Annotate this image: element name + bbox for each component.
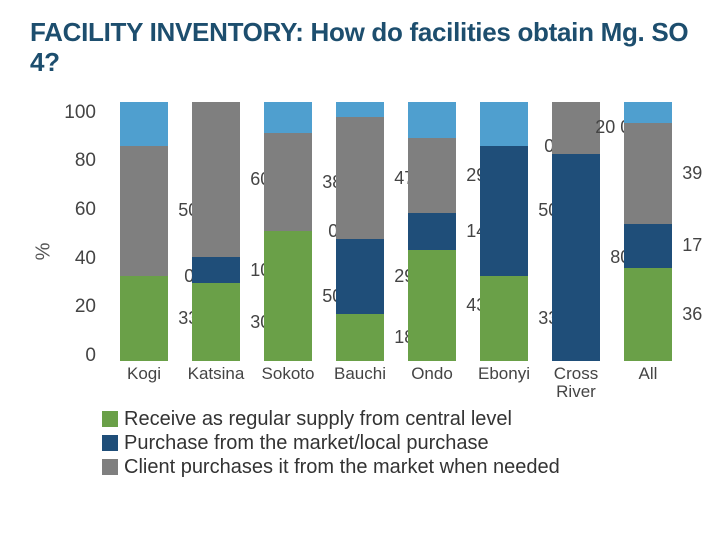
- x-tick: Katsina: [180, 365, 252, 402]
- bar: 431429: [408, 102, 457, 361]
- bar: 33050: [120, 102, 169, 361]
- bar-segment-purchase: 14: [408, 213, 457, 249]
- bar: 8020 0: [552, 102, 601, 361]
- y-tick: 40: [58, 248, 96, 270]
- bar-segment-receive: 33: [120, 276, 169, 362]
- legend-item: Client purchases it from the market when…: [102, 456, 690, 479]
- y-axis-label-wrap: %: [30, 102, 58, 402]
- bar: 182947: [336, 102, 385, 361]
- bar-column: 182947: [324, 102, 396, 361]
- bar-column: 301060: [180, 102, 252, 361]
- bar-segment-gap: [480, 102, 529, 146]
- bar-segment-client: 38: [264, 133, 313, 232]
- bars-area: 3305030106050038182947431429335008020 03…: [102, 102, 690, 361]
- bar: 33500: [480, 102, 529, 361]
- x-axis: KogiKatsinaSokotoBauchiOndoEbonyiCrossRi…: [102, 361, 690, 402]
- bar-segment-client: 60: [192, 102, 241, 258]
- bar-segment-receive: 50: [264, 231, 313, 361]
- x-tick: All: [612, 365, 684, 402]
- bar-segment-purchase: 29: [336, 239, 385, 314]
- legend-item: Receive as regular supply from central l…: [102, 408, 690, 431]
- bar: 50038: [264, 102, 313, 361]
- bar-column: 8020 0: [540, 102, 612, 361]
- legend-swatch: [102, 411, 118, 427]
- bar-segment-purchase: 50: [480, 146, 529, 276]
- legend-label: Client purchases it from the market when…: [124, 456, 560, 479]
- bar-segment-receive: 30: [192, 283, 241, 361]
- plot-area: 3305030106050038182947431429335008020 03…: [102, 102, 690, 402]
- legend-item: Purchase from the market/local purchase: [102, 432, 690, 455]
- bar-segment-purchase: 80: [552, 154, 601, 361]
- bar-segment-client: 20 0: [552, 102, 601, 154]
- bar-value-label: 39: [682, 163, 702, 184]
- bar-segment-receive: 18: [336, 314, 385, 361]
- y-tick: 60: [58, 199, 96, 221]
- page-title: FACILITY INVENTORY: How do facilities ob…: [30, 18, 690, 78]
- x-tick: Ondo: [396, 365, 468, 402]
- bar-value-label: 17: [682, 235, 702, 256]
- chart: % 100806040200 3305030106050038182947431…: [30, 102, 690, 402]
- bar-column: 50038: [252, 102, 324, 361]
- legend-swatch: [102, 459, 118, 475]
- bar-column: 33500: [468, 102, 540, 361]
- bar-segment-receive: 43: [408, 250, 457, 361]
- bar-column: 361739: [612, 102, 684, 361]
- y-tick: 0: [58, 345, 96, 367]
- y-tick: 20: [58, 296, 96, 318]
- bar-segment-gap: [264, 102, 313, 133]
- x-tick: Ebonyi: [468, 365, 540, 402]
- y-tick: 80: [58, 150, 96, 172]
- x-tick: CrossRiver: [540, 365, 612, 402]
- y-axis-label: %: [32, 243, 55, 261]
- bar-segment-gap: [624, 102, 673, 123]
- x-tick: Kogi: [108, 365, 180, 402]
- legend-label: Purchase from the market/local purchase: [124, 432, 489, 455]
- bar: 361739: [624, 102, 673, 361]
- bar-value-label: 36: [682, 304, 702, 325]
- y-axis: 100 80 60 40 20 0: [58, 102, 102, 367]
- bar-segment-receive: 33: [480, 276, 529, 362]
- bar-column: 431429: [396, 102, 468, 361]
- bar-segment-client: 29: [408, 138, 457, 213]
- bar-column: 33050: [108, 102, 180, 361]
- legend: Receive as regular supply from central l…: [30, 408, 690, 479]
- bar-segment-gap: [408, 102, 457, 138]
- legend-label: Receive as regular supply from central l…: [124, 408, 512, 431]
- bar: 301060: [192, 102, 241, 361]
- x-tick: Bauchi: [324, 365, 396, 402]
- bar-segment-gap: [120, 102, 169, 146]
- y-tick: 100: [58, 102, 96, 124]
- bar-segment-client: 39: [624, 123, 673, 224]
- bar-segment-client: 47: [336, 117, 385, 239]
- bar-segment-purchase: 10: [192, 257, 241, 283]
- bar-segment-gap: [336, 102, 385, 118]
- x-tick: Sokoto: [252, 365, 324, 402]
- bar-segment-client: 50: [120, 146, 169, 276]
- bar-segment-purchase: 17: [624, 224, 673, 268]
- bar-segment-receive: 36: [624, 268, 673, 361]
- legend-swatch: [102, 435, 118, 451]
